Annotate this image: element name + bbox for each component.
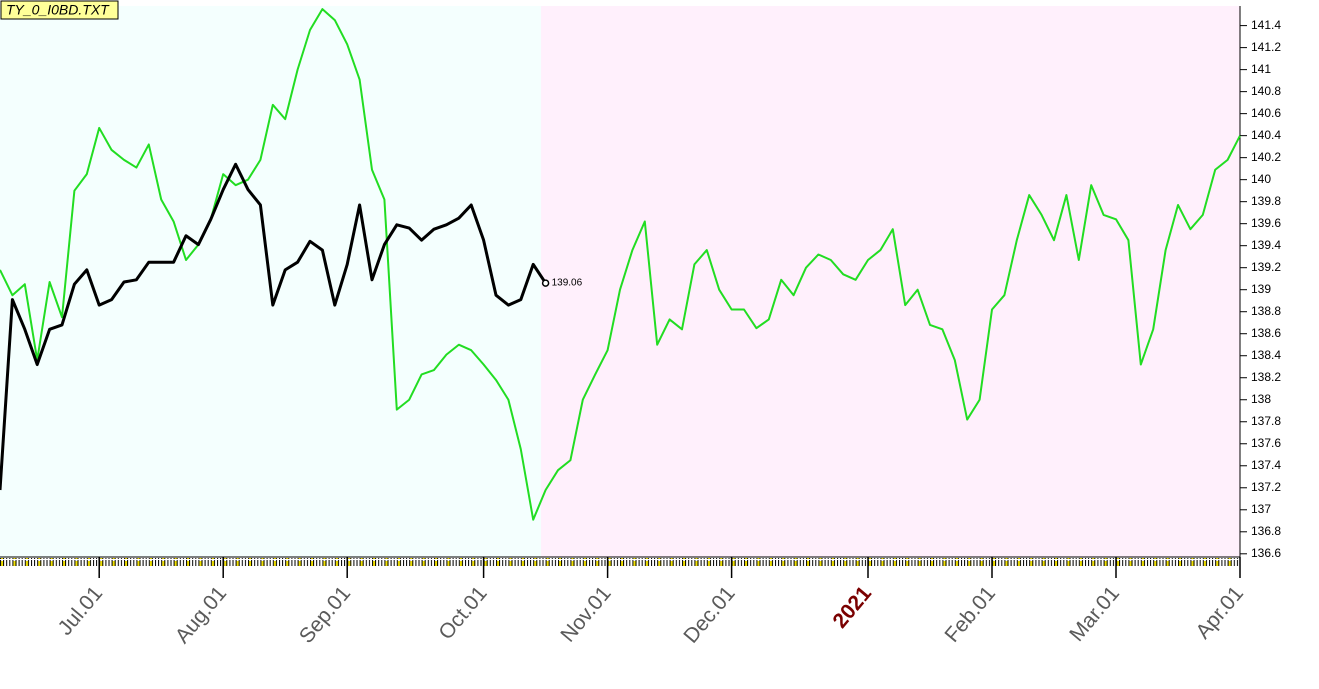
- y-tick-label: 139.4: [1251, 238, 1281, 252]
- y-tick-label: 140.2: [1251, 150, 1281, 164]
- y-tick-label: 136.6: [1251, 546, 1281, 560]
- y-tick-label: 139.6: [1251, 216, 1281, 230]
- series-line: [0, 162, 547, 491]
- y-tick-label: 137: [1251, 502, 1271, 516]
- x-tick-label: Jul.01: [54, 582, 108, 640]
- y-tick-label: 139.8: [1251, 194, 1281, 208]
- y-tick-label: 137.2: [1251, 480, 1281, 494]
- x-tick-label: Nov.01: [556, 582, 615, 647]
- y-tick-label: 137.8: [1251, 414, 1281, 428]
- y-tick-label: 137.4: [1251, 458, 1281, 472]
- background-right: [541, 6, 1240, 557]
- y-tick-label: 139: [1251, 282, 1271, 296]
- y-tick-label: 137.6: [1251, 436, 1281, 450]
- x-minor-ticks: [0, 558, 1240, 566]
- last-point: [541, 279, 550, 287]
- y-tick-label: 136.8: [1251, 524, 1281, 538]
- y-tick-label: 140.6: [1251, 106, 1281, 120]
- y-tick-label: 138.6: [1251, 326, 1281, 340]
- y-tick-label: 140.4: [1251, 128, 1281, 142]
- value-label: 139.06: [552, 278, 583, 289]
- y-tick-label: 138.8: [1251, 304, 1281, 318]
- x-tick-label: Apr.01: [1191, 582, 1248, 643]
- y-tick-label: 141: [1251, 62, 1271, 76]
- y-tick-label: 139.2: [1251, 260, 1281, 274]
- y-tick-label: 140: [1251, 172, 1271, 186]
- y-tick-label: 138.2: [1251, 370, 1281, 384]
- y-tick-label: 141.4: [1251, 18, 1281, 32]
- x-tick-label: Dec.01: [679, 582, 739, 648]
- y-tick-label: 138.4: [1251, 348, 1281, 362]
- y-tick-label: 141.2: [1251, 40, 1281, 54]
- x-tick-label: Oct.01: [434, 582, 491, 644]
- y-tick-label: 138: [1251, 392, 1271, 406]
- x-tick-label: Mar.01: [1065, 582, 1124, 646]
- x-tick-label: Feb.01: [940, 582, 1000, 647]
- x-tick-label: Aug.01: [171, 582, 231, 648]
- chart-title: TY_0_I0BD.TXT: [6, 2, 110, 18]
- x-tick-label: Sep.01: [295, 582, 355, 648]
- x-tick-label: 2021: [828, 582, 876, 633]
- title-box: [0, 0, 119, 20]
- y-tick-label: 140.8: [1251, 84, 1281, 98]
